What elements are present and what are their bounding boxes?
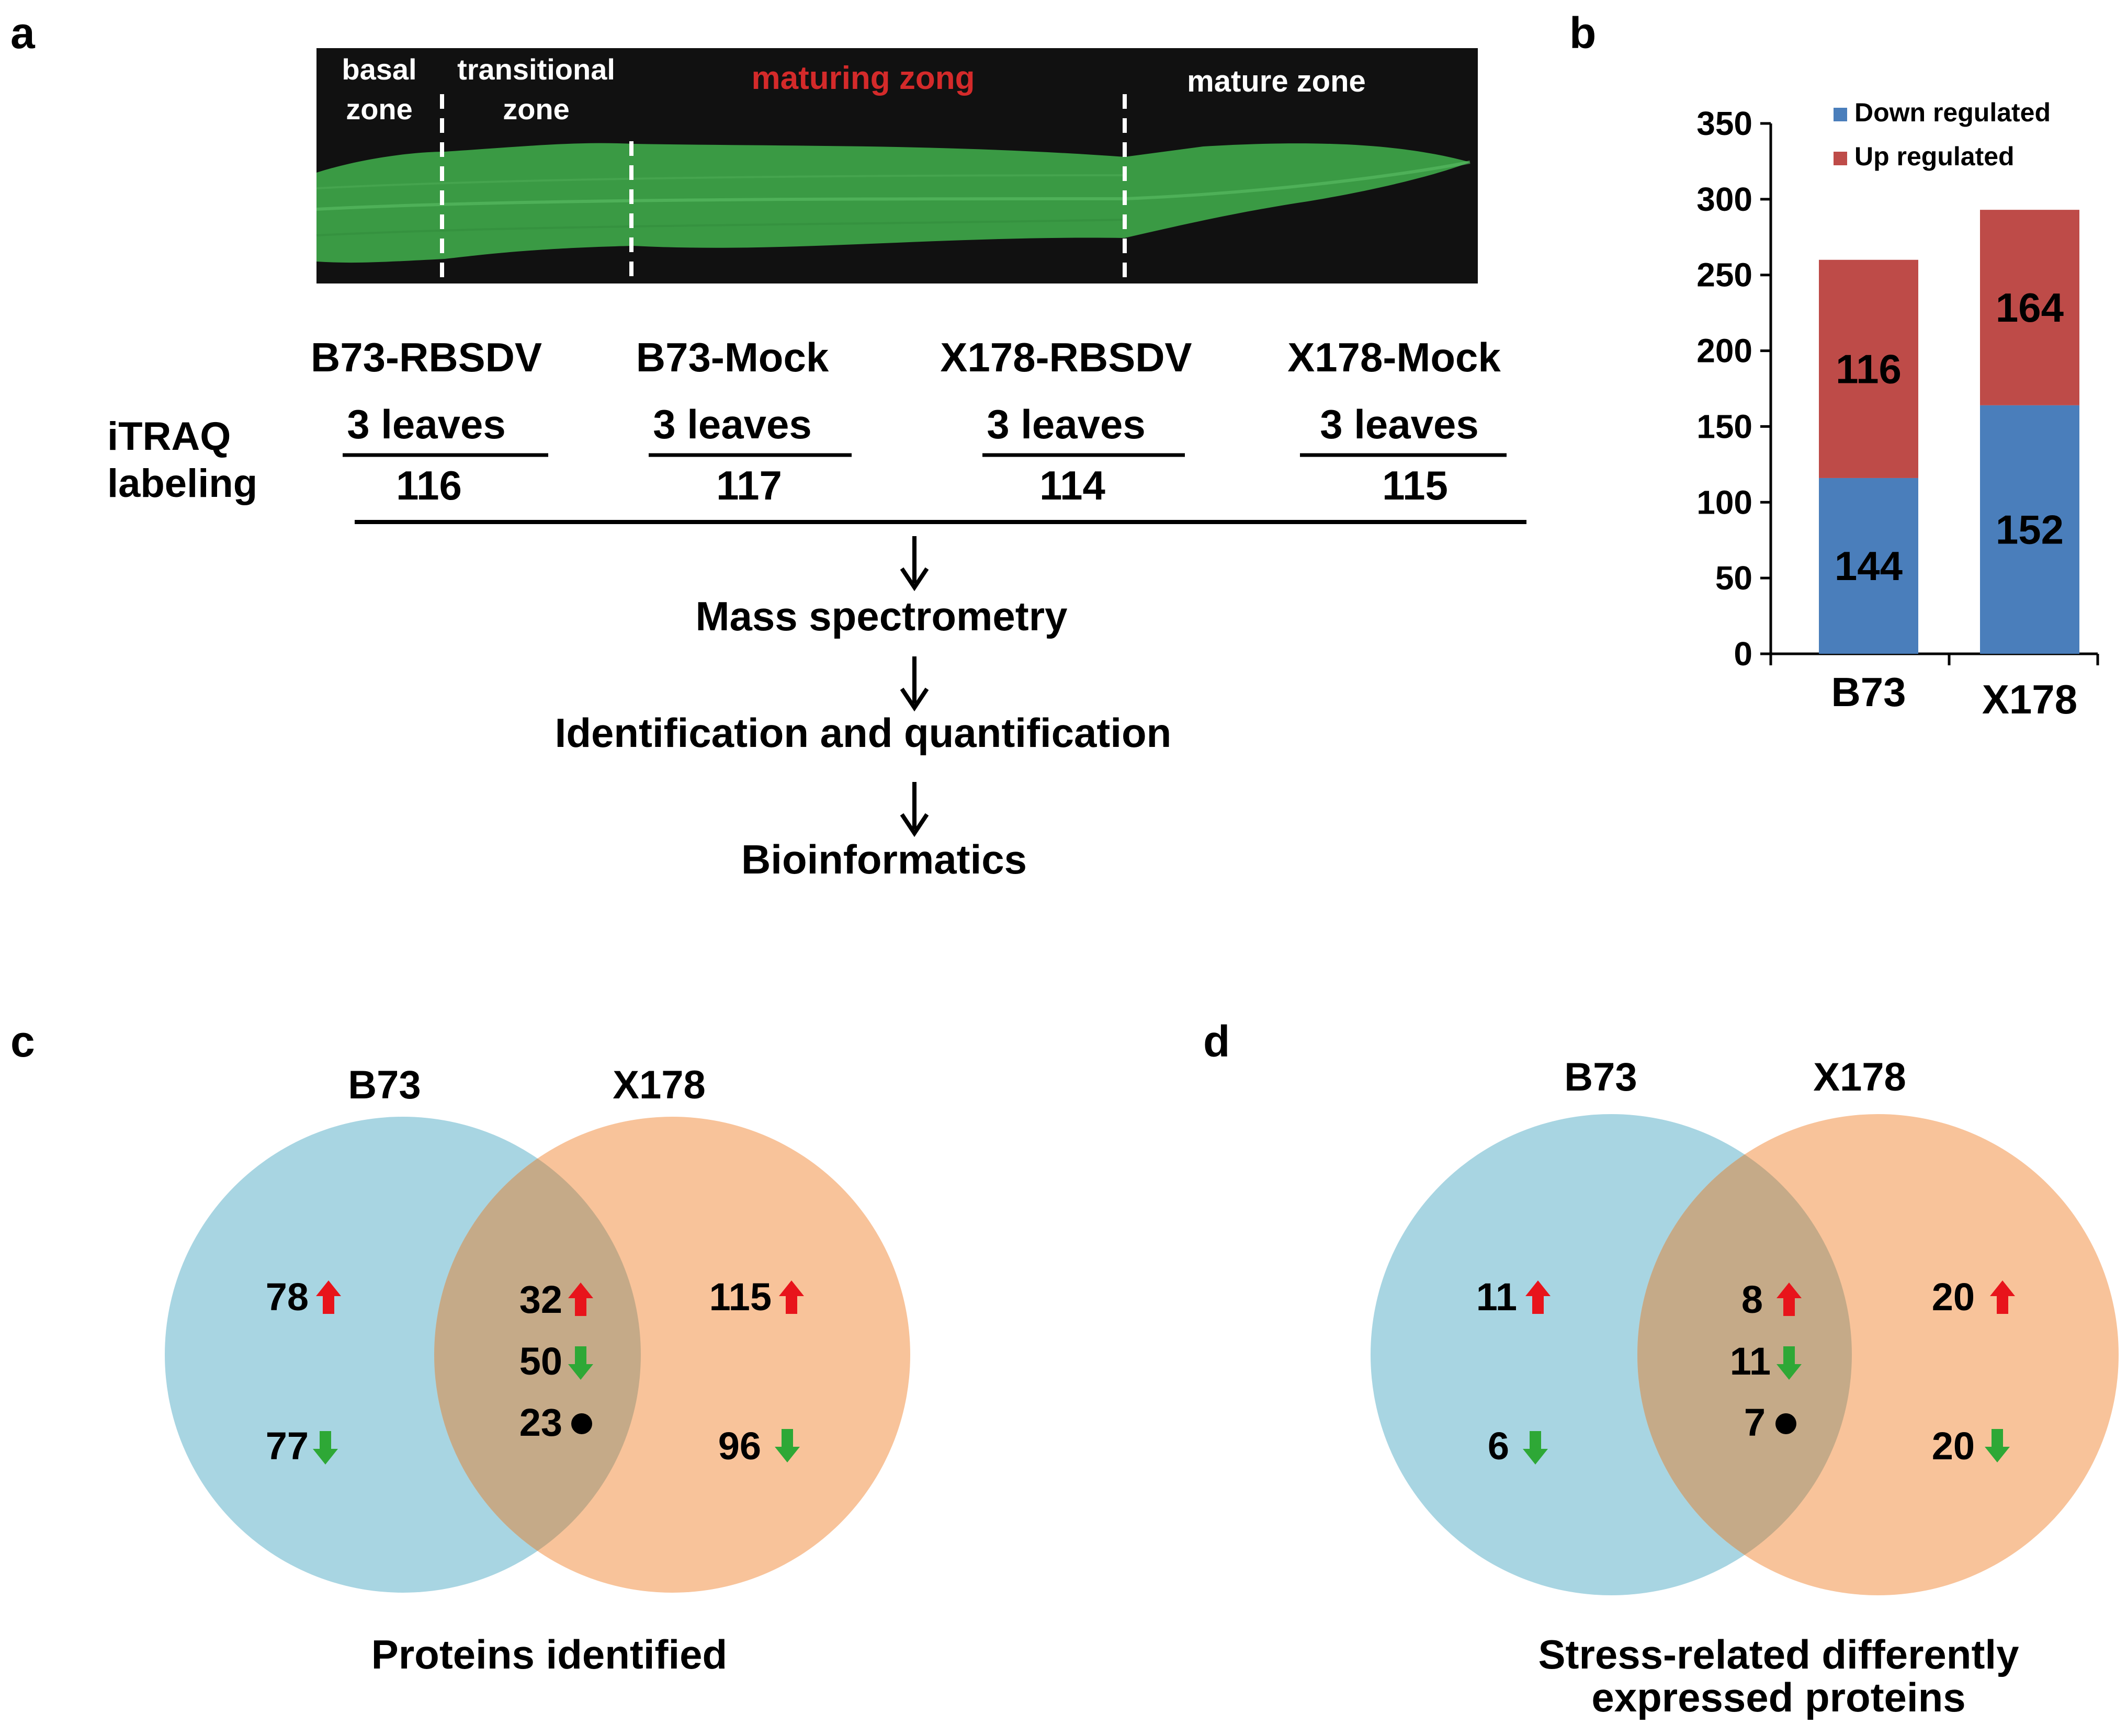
panel-label-c: c	[10, 1017, 35, 1066]
x-category-label: X178	[1982, 676, 2077, 722]
venn-c-left-down-count: 77	[266, 1424, 309, 1468]
bar-b73-down	[1819, 478, 1918, 654]
venn-d-left-title: B73	[1564, 1055, 1637, 1099]
venn-d-left-down-count: 6	[1488, 1424, 1509, 1468]
zone-basal-line1: basal	[342, 53, 416, 86]
itraq-label-line1: iTRAQ	[107, 414, 231, 459]
venn-d: B73 X178 11 6 8 11 7 20 20 Stress-relate…	[1371, 1055, 2119, 1720]
group-tag: 116	[396, 462, 462, 508]
zone-maturing: maturing zong	[751, 60, 975, 96]
stacked-bar-chart: 0 50 100 150 200 250 300 350 144 116 B73 152 164 X178…	[1696, 98, 2099, 722]
venn-d-left-up-count: 11	[1476, 1275, 1517, 1319]
group-leaves: 3 leaves	[1320, 401, 1479, 447]
step-mass-spectrometry: Mass spectrometry	[696, 593, 1068, 639]
y-tick-label: 50	[1715, 559, 1752, 597]
venn-c-mid-dot-count: 23	[519, 1401, 562, 1444]
venn-d-caption-line1: Stress-related differently	[1538, 1631, 2019, 1677]
venn-d-mid-up-count: 8	[1741, 1278, 1763, 1321]
panel-label-b: b	[1569, 8, 1596, 58]
group-b73-mock: B73-Mock 3 leaves 117	[636, 334, 852, 508]
venn-d-right-down-count: 20	[1932, 1424, 1975, 1468]
leaf-blade	[316, 143, 1470, 263]
venn-c-mid-down-count: 50	[519, 1340, 562, 1383]
legend-swatch	[1834, 152, 1847, 165]
dot-icon	[1775, 1413, 1796, 1434]
bar-label: 144	[1835, 543, 1903, 589]
dot-icon	[571, 1413, 592, 1434]
group-name: B73-RBSDV	[311, 334, 542, 380]
bar-label: 164	[1996, 285, 2064, 331]
group-tag: 114	[1039, 462, 1105, 508]
venn-c-right-down-count: 96	[718, 1424, 761, 1468]
bar-label: 152	[1996, 506, 2064, 552]
venn-c: B73 X178 78 77 32 50 23 115 96 Proteins …	[165, 1063, 910, 1677]
y-tick-label: 350	[1696, 105, 1752, 142]
x-category-label: B73	[1831, 669, 1906, 715]
zone-basal-line2: zone	[346, 93, 413, 126]
venn-d-right-up-count: 20	[1932, 1275, 1975, 1319]
venn-d-right-title: X178	[1813, 1055, 1906, 1099]
zone-mature: mature zone	[1187, 64, 1366, 98]
group-tag: 115	[1382, 462, 1448, 508]
legend-label: Down regulated	[1854, 98, 2051, 127]
zone-transitional-line1: transitional	[457, 53, 615, 86]
y-tick-label: 0	[1734, 635, 1752, 673]
venn-c-right-up-count: 115	[709, 1275, 772, 1319]
venn-c-overlap	[434, 1117, 641, 1593]
venn-d-caption-line2: expressed proteins	[1591, 1674, 1965, 1720]
y-tick-label: 300	[1696, 180, 1752, 218]
y-tick-label: 100	[1696, 483, 1752, 521]
step-bioinformatics: Bioinformatics	[741, 836, 1027, 882]
group-b73-rbsdv: B73-RBSDV 3 leaves 116	[311, 334, 548, 508]
leaf-photo	[316, 48, 1478, 283]
y-tick-label: 200	[1696, 332, 1752, 370]
group-leaves: 3 leaves	[653, 401, 812, 447]
zone-transitional-line2: zone	[503, 93, 570, 126]
panel-label-a: a	[10, 8, 36, 58]
itraq-label-line2: labeling	[107, 461, 257, 506]
venn-d-overlap	[1637, 1114, 1852, 1595]
bar-label: 116	[1836, 346, 1902, 392]
group-name: X178-RBSDV	[940, 334, 1192, 380]
panel-label-d: d	[1203, 1017, 1230, 1066]
group-x178-mock: X178-Mock 3 leaves 115	[1287, 334, 1507, 508]
group-leaves: 3 leaves	[987, 401, 1146, 447]
venn-c-caption: Proteins identified	[371, 1631, 727, 1677]
flow-arrow-3	[902, 782, 927, 833]
y-tick-label: 250	[1696, 256, 1752, 294]
venn-c-mid-up-count: 32	[519, 1278, 562, 1321]
venn-c-right-title: X178	[613, 1063, 706, 1107]
venn-d-mid-dot-count: 7	[1744, 1401, 1766, 1444]
bar-x178-up	[1980, 210, 2079, 405]
y-tick-label: 150	[1696, 407, 1752, 445]
venn-d-mid-down-count: 11	[1730, 1340, 1771, 1383]
group-leaves: 3 leaves	[347, 401, 506, 447]
group-x178-rbsdv: X178-RBSDV 3 leaves 114	[940, 334, 1192, 508]
bar-x178-down	[1980, 405, 2079, 654]
group-tag: 117	[716, 462, 782, 508]
group-name: B73-Mock	[636, 334, 829, 380]
legend-swatch	[1834, 108, 1847, 121]
flow-arrow-2	[902, 656, 927, 708]
venn-c-left-title: B73	[348, 1063, 421, 1107]
flow-arrow-1	[902, 536, 927, 587]
step-identification: Identification and quantification	[555, 710, 1172, 756]
bar-b73-up	[1819, 259, 1918, 478]
group-name: X178-Mock	[1287, 334, 1501, 380]
legend-label: Up regulated	[1854, 142, 2015, 171]
venn-c-left-up-count: 78	[266, 1275, 309, 1319]
